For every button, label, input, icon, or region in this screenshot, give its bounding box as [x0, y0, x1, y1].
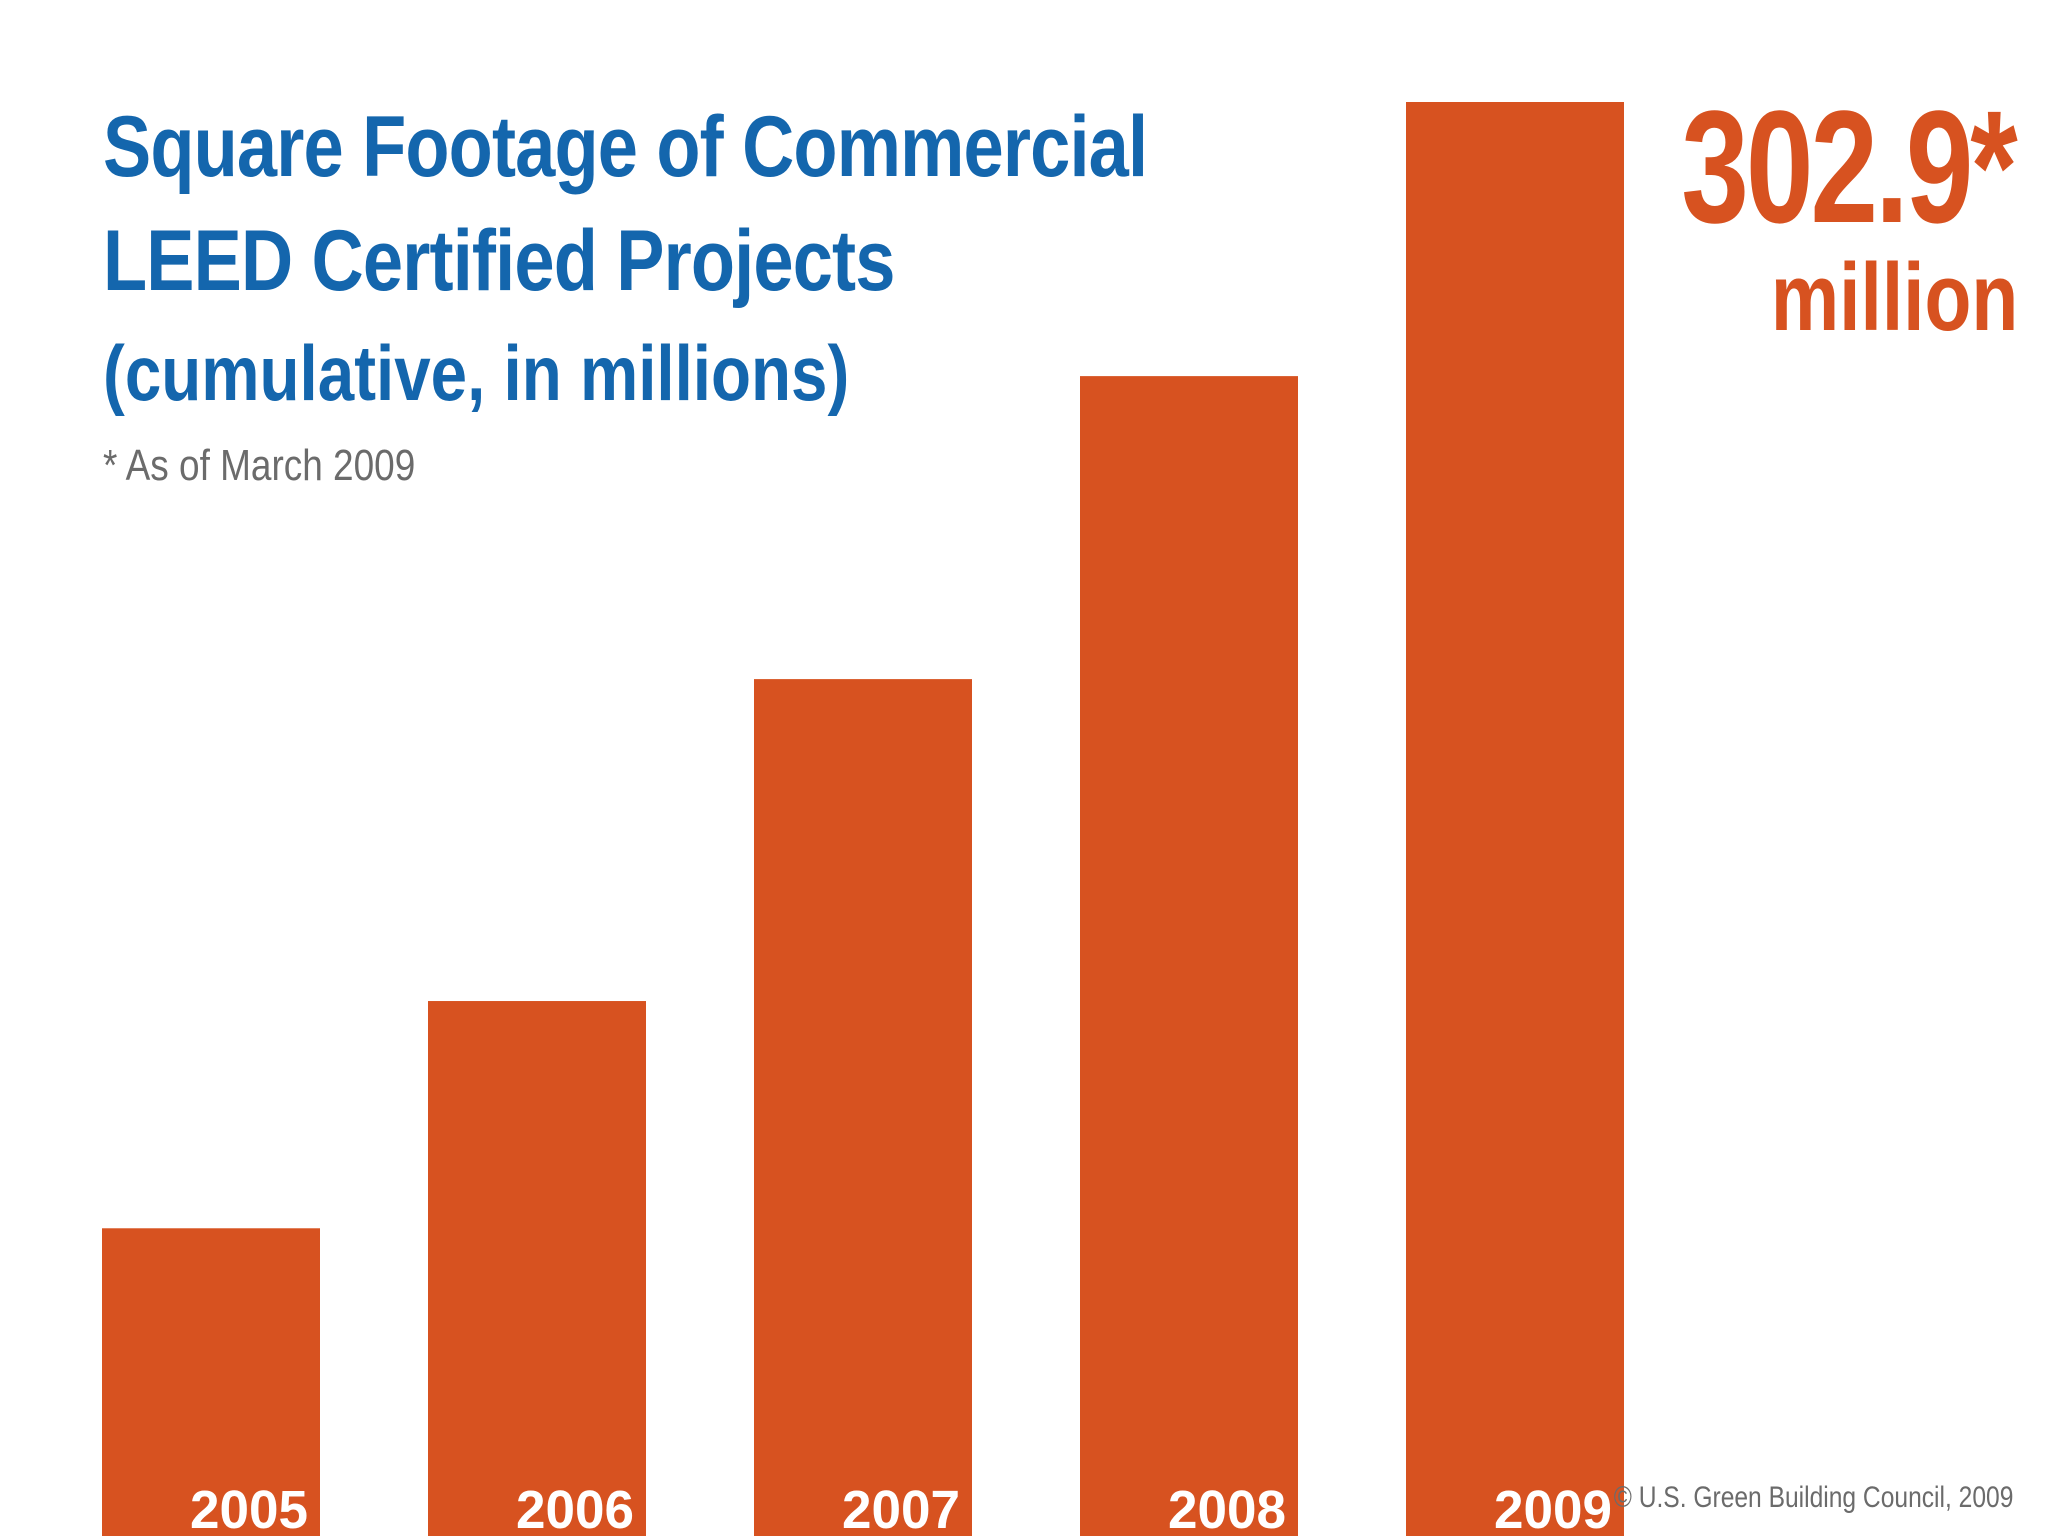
bar-2006 [428, 1001, 646, 1536]
x-tick-label-2008: 2008 [1168, 1480, 1286, 1536]
x-tick-label-2005: 2005 [190, 1480, 308, 1536]
chart-title-line-1: Square Footage of Commercial [103, 99, 1148, 195]
chart-footnote: * As of March 2009 [103, 441, 416, 490]
bar-label-group: 2005 2006 2007 2008 2009 [190, 1480, 1612, 1536]
x-tick-label-2009: 2009 [1494, 1480, 1612, 1536]
bar-2007 [754, 679, 972, 1536]
callout-value: 302.9* [1681, 77, 2018, 256]
bar-2009 [1406, 102, 1624, 1536]
chart-title: Square Footage of Commercial LEED Certif… [103, 90, 1148, 318]
chart-title-line-2: LEED Certified Projects [103, 213, 895, 309]
callout-unit: million [1770, 244, 2018, 351]
bar-2005 [102, 1228, 320, 1536]
bar-2008 [1080, 376, 1298, 1536]
bar-group [102, 102, 1624, 1536]
x-tick-label-2006: 2006 [516, 1480, 634, 1536]
copyright-notice: © U.S. Green Building Council, 2009 [1613, 1481, 2013, 1514]
x-tick-label-2007: 2007 [842, 1480, 960, 1536]
chart-subtitle: (cumulative, in millions) [103, 329, 850, 417]
